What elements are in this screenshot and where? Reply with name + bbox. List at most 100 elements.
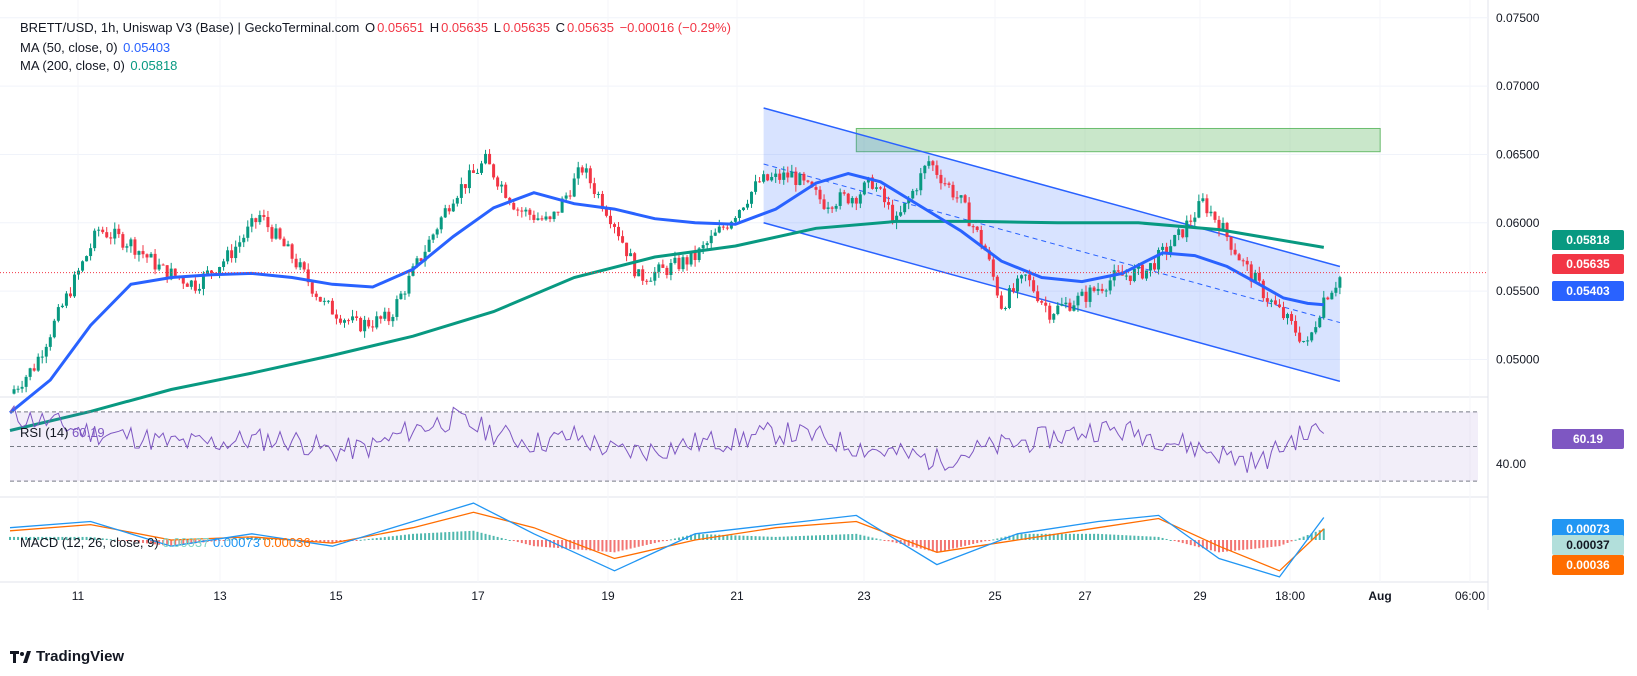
candle-body [391, 316, 395, 322]
candle-body [774, 173, 778, 177]
candle-body [496, 177, 500, 187]
macd-hist-tag: 0.00037 [1552, 535, 1624, 555]
change-value: −0.00016 (−0.29%) [619, 20, 731, 35]
candle-body [484, 153, 488, 164]
candle-body [967, 202, 971, 227]
rsi-label: RSI (14) [20, 425, 69, 440]
candle-body [218, 267, 222, 275]
macd-hist-bar [496, 536, 499, 540]
macd-hist-bar [186, 540, 189, 545]
candle-body [685, 257, 689, 265]
macd-hist-bar [1157, 536, 1160, 540]
candle-body [48, 337, 52, 347]
candle-body [1108, 280, 1112, 291]
macd-hist-bar [641, 540, 644, 546]
candle-body [294, 258, 298, 268]
candle-body [1096, 288, 1100, 291]
candle-body [536, 218, 540, 220]
candle-body [657, 264, 661, 272]
candle-body [1048, 305, 1052, 320]
candle-body [878, 187, 882, 189]
macd-hist-bar [1020, 533, 1023, 540]
candle-body [1314, 327, 1318, 333]
candle-body [40, 356, 44, 358]
macd-hist-bar [117, 540, 120, 541]
macd-legend[interactable]: MACD (12, 26, close, 9) 0.00037 0.00073 … [20, 535, 311, 550]
ma200-label: MA (200, close, 0) [20, 58, 125, 73]
macd-hist-bar [33, 536, 36, 540]
macd-hist-bar [649, 540, 652, 544]
candle-body [439, 217, 443, 230]
candle-body [411, 266, 415, 276]
macd-signal-value: 0.00036 [263, 535, 311, 550]
macd-hist-bar [13, 536, 16, 540]
tradingview-logo[interactable]: TradingView [10, 648, 124, 665]
macd-hist-bar [960, 540, 963, 547]
macd-hist-bar [452, 531, 455, 540]
ma50-price-tag: 0.05403 [1552, 281, 1624, 301]
macd-hist-bar [1105, 534, 1108, 540]
macd-hist-bar [823, 535, 826, 540]
candle-body [1326, 297, 1330, 300]
candle-body [524, 209, 528, 212]
time-tick-label: 18:00 [1275, 589, 1305, 603]
candle-body [1128, 275, 1132, 282]
macd-hist-bar [859, 534, 862, 540]
macd-hist-bar [399, 535, 402, 540]
close-value: 0.05635 [566, 20, 614, 35]
candle-body [443, 208, 447, 218]
rsi-legend[interactable]: RSI (14) 60.19 [20, 425, 105, 440]
candle-body [1056, 305, 1060, 315]
candle-body [68, 293, 72, 297]
macd-hist-bar [105, 538, 108, 540]
macd-hist-bar [21, 536, 24, 540]
macd-hist-bar [412, 533, 414, 540]
candle-body [568, 195, 572, 197]
macd-hist-bar [1282, 540, 1285, 545]
macd-hist-bar [657, 540, 660, 543]
candle-body [310, 282, 314, 294]
macd-hist-bar [698, 534, 701, 540]
macd-hist-bar [484, 533, 487, 540]
macd-hist-bar [943, 540, 946, 551]
ma50-legend[interactable]: MA (50, close, 0) 0.05403 [20, 40, 172, 55]
candle-body [1241, 260, 1245, 262]
candle-body [1020, 275, 1024, 279]
macd-hist-bar [178, 540, 181, 546]
candle-body [669, 262, 673, 275]
candle-body [181, 277, 185, 284]
macd-hist-bar [802, 535, 805, 540]
ma200-legend[interactable]: MA (200, close, 0) 0.05818 [20, 58, 179, 73]
macd-hist-bar [1310, 533, 1313, 540]
candle-body [673, 257, 677, 263]
macd-hist-bar [1117, 534, 1120, 540]
macd-hist-bar [758, 536, 761, 540]
candle-body [1205, 198, 1209, 214]
candle-body [641, 269, 645, 281]
candle-body [766, 174, 770, 181]
time-tick-label: 23 [857, 589, 871, 603]
macd-hist-bar [919, 540, 922, 549]
candle-body [1060, 304, 1064, 306]
candle-body [480, 163, 484, 173]
candle-body [677, 257, 681, 270]
candle-body [322, 300, 326, 302]
candle-body [826, 207, 830, 209]
ma200-price-tag: 0.05818 [1552, 230, 1624, 250]
candle-body [858, 194, 862, 204]
macd-hist-bar [581, 540, 584, 550]
candle-body [854, 197, 858, 204]
candle-body [455, 197, 459, 204]
macd-hist-bar [891, 540, 894, 543]
candle-body [205, 270, 209, 274]
macd-hist-bar [250, 536, 253, 540]
candle-body [1024, 274, 1028, 276]
candle-body [617, 226, 621, 237]
candle-body [874, 187, 878, 189]
candle-body [1322, 297, 1326, 318]
candle-body [169, 268, 173, 280]
macd-hist-bar [504, 538, 507, 540]
macd-hist-bar [806, 535, 809, 540]
macd-histogram [9, 528, 1325, 553]
